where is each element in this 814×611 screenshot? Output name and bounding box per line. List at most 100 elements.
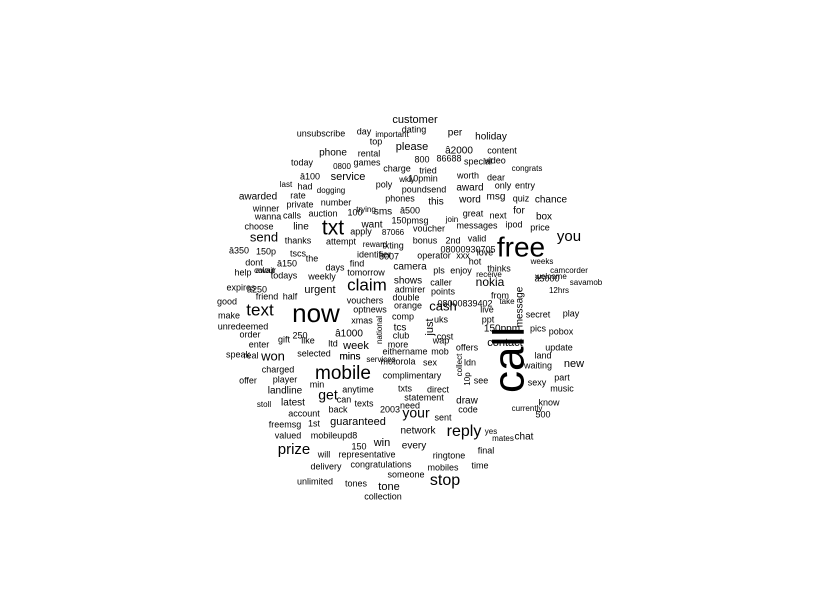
word-216: poly xyxy=(376,179,393,189)
word-103: national xyxy=(375,316,384,344)
word-155: valued xyxy=(275,430,302,440)
word-15: cash xyxy=(429,298,456,313)
word-181: secret xyxy=(526,309,551,319)
word-136: speak xyxy=(226,349,251,359)
word-47: for xyxy=(513,206,525,217)
word-161: congratulations xyxy=(350,459,412,469)
word-71: private xyxy=(286,199,313,209)
word-167: collection xyxy=(364,491,402,501)
word-188: take xyxy=(499,297,515,306)
word-149: todays xyxy=(271,270,298,280)
word-237: stoll xyxy=(257,400,271,409)
word-141: ltd xyxy=(328,338,338,348)
word-67: attempt xyxy=(326,236,357,246)
word-11: get xyxy=(318,387,338,403)
word-132: player xyxy=(273,374,298,384)
word-81: 8007 xyxy=(379,251,399,261)
word-44: word xyxy=(458,195,481,206)
word-50: holiday xyxy=(475,132,507,143)
word-29: â2000 xyxy=(445,146,473,157)
word-104: club xyxy=(393,330,410,340)
word-203: dear xyxy=(487,172,505,182)
word-135: real xyxy=(243,350,258,360)
word-171: 500 xyxy=(535,409,550,419)
word-74: calls xyxy=(283,210,302,220)
word-168: mates xyxy=(492,434,514,443)
word-118: complimentary xyxy=(383,370,442,380)
word-182: play xyxy=(563,308,580,318)
word-83: txting xyxy=(382,240,404,250)
word-198: great xyxy=(463,208,484,218)
word-197: quiz xyxy=(513,193,530,203)
word-33: 150ppm xyxy=(484,324,520,335)
word-185: 12hrs xyxy=(549,286,569,295)
word-162: someone xyxy=(387,469,424,479)
word-170: currently xyxy=(512,404,543,413)
word-207: video xyxy=(484,155,506,165)
word-52: want xyxy=(360,220,382,231)
word-62: â350 xyxy=(229,245,249,255)
word-14: send xyxy=(250,229,278,244)
word-17: customer xyxy=(392,114,438,126)
word-221: rate xyxy=(290,190,306,200)
word-16: nokia xyxy=(476,275,505,289)
word-111: offers xyxy=(456,342,479,352)
word-46: msg xyxy=(487,192,506,203)
word-176: part xyxy=(554,372,570,382)
word-1: free xyxy=(497,231,545,262)
word-128: sent xyxy=(434,412,452,422)
word-133: charged xyxy=(262,364,295,374)
word-241: 100 xyxy=(347,207,362,217)
word-205: congrats xyxy=(512,164,543,173)
word-6: claim xyxy=(347,275,387,294)
word-9: you xyxy=(557,228,581,245)
word-72: winner xyxy=(252,203,280,213)
word-192: receive xyxy=(476,270,502,279)
word-cloud-words: call free now txt mobile text claim reply stop yo… xyxy=(217,114,603,501)
word-41: tcs xyxy=(394,323,407,334)
word-99: comp xyxy=(392,311,414,321)
word-86: 2nd xyxy=(445,235,460,245)
word-36: draw xyxy=(456,396,478,407)
word-131: min xyxy=(310,379,325,389)
word-12: your xyxy=(402,405,430,421)
word-223: today xyxy=(291,157,314,167)
word-96: admirer xyxy=(395,284,426,294)
word-146: expires xyxy=(226,282,256,292)
word-157: will xyxy=(317,449,331,459)
word-123: can xyxy=(337,394,352,404)
word-156: freemsg xyxy=(269,419,302,429)
word-87: valid xyxy=(468,233,487,243)
word-227: unsubscribe xyxy=(297,128,346,138)
word-232: trying xyxy=(356,205,376,214)
word-169: yes xyxy=(485,427,497,436)
word-153: choose xyxy=(244,221,273,231)
word-218: 0800 xyxy=(333,162,351,171)
word-45: award xyxy=(456,183,483,194)
word-66: weekly xyxy=(307,271,336,281)
word-59: 150p xyxy=(256,246,276,256)
word-82: 87066 xyxy=(382,228,405,237)
word-19: service xyxy=(331,171,366,183)
word-13: won xyxy=(260,348,285,363)
word-184: camcorder xyxy=(550,266,588,275)
word-180: pics xyxy=(530,323,547,333)
word-213: 800 xyxy=(414,154,429,164)
word-88: 08000930705 xyxy=(440,244,495,254)
word-109: mob xyxy=(431,346,449,356)
word-94: caller xyxy=(430,277,452,287)
word-158: representative xyxy=(338,449,395,459)
word-214: wkly xyxy=(398,175,415,184)
word-150: friend xyxy=(256,291,279,301)
word-101: optnews xyxy=(353,304,387,314)
word-239: 08000839402 xyxy=(437,298,492,308)
word-3: txt xyxy=(322,217,344,240)
word-120: direct xyxy=(427,384,450,394)
word-225: top xyxy=(370,136,383,146)
word-222: last xyxy=(280,180,293,189)
word-142: selected xyxy=(297,348,331,358)
word-43: this xyxy=(428,197,444,208)
word-60: â150 xyxy=(277,258,297,268)
word-57: ringtone xyxy=(433,450,466,460)
word-179: pobox xyxy=(549,326,574,336)
